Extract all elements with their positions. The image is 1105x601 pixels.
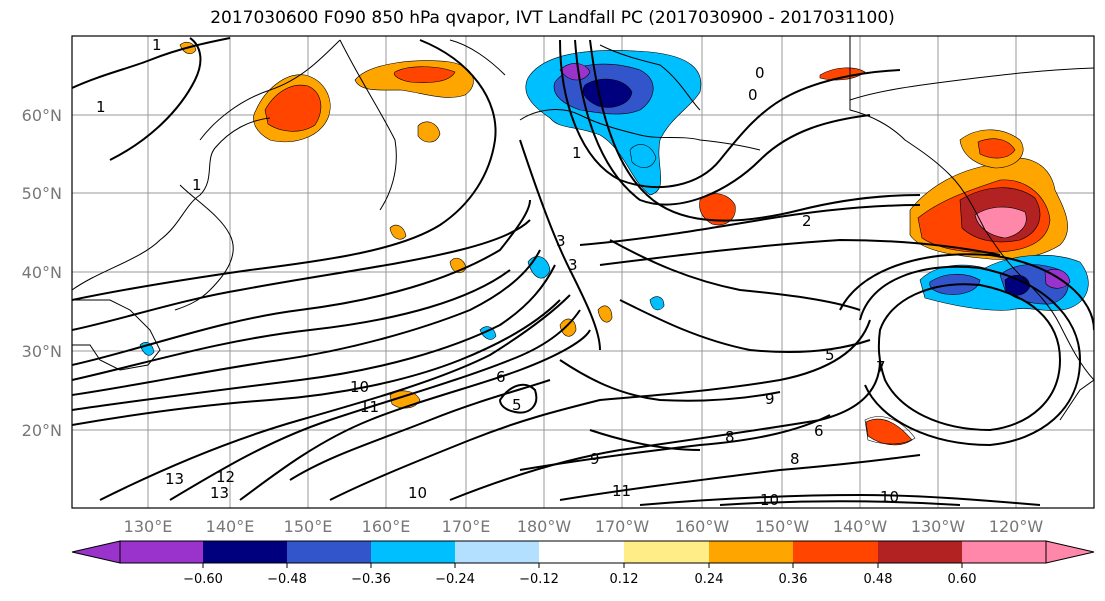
colorbar-swatch xyxy=(793,541,878,563)
contour-label: 0 xyxy=(755,64,765,82)
contour-label: 2 xyxy=(802,212,812,230)
colorbar-tick-label: 0.24 xyxy=(695,572,724,587)
contour-label: 12 xyxy=(216,468,235,486)
contour-label: 6 xyxy=(496,368,506,386)
colorbar-swatch xyxy=(709,541,793,563)
lat-label: 40°N xyxy=(22,263,62,282)
colorbar-border xyxy=(119,540,1047,564)
map-title: 2017030600 F090 850 hPa qvapor, IVT Land… xyxy=(210,8,895,28)
colorbar xyxy=(71,540,1095,568)
lon-label: 120°W xyxy=(989,517,1044,536)
colorbar-swatch xyxy=(455,541,539,563)
contour-label: 6 xyxy=(814,422,824,440)
lat-label: 50°N xyxy=(22,184,62,203)
colorbar-swatch xyxy=(120,541,203,563)
contour-label: 1 xyxy=(192,176,202,194)
contour-label: 1 xyxy=(96,98,106,116)
contour-label: 9 xyxy=(765,390,775,408)
lat-label: 20°N xyxy=(22,421,62,440)
colorbar-tick-label: −0.24 xyxy=(435,572,475,587)
lon-label: 170°E xyxy=(442,517,491,536)
colorbar-swatch xyxy=(878,541,962,563)
contour-label: 1 xyxy=(152,36,162,54)
contour-label: 5 xyxy=(825,346,835,364)
contour-label: 10 xyxy=(880,488,899,506)
colorbar-swatch xyxy=(539,541,624,563)
contour-label: 13 xyxy=(165,470,184,488)
contour-label: 1 xyxy=(572,144,582,162)
lat-label: 60°N xyxy=(22,106,62,125)
colorbar-tick-label: 0.48 xyxy=(864,572,893,587)
contour-label: 0 xyxy=(748,86,758,104)
contour-label: 5 xyxy=(512,396,522,414)
map-frame xyxy=(71,35,1095,509)
contour-label: 8 xyxy=(790,450,800,468)
coastlines xyxy=(72,36,1094,421)
contour-labels: 1 1 1 0 0 1 2 3 3 5 5 6 6 7 8 8 9 9 10 1… xyxy=(96,36,899,509)
lon-label: 140°W xyxy=(833,517,888,536)
contour-label: 11 xyxy=(360,398,379,416)
lon-label: 170°W xyxy=(595,517,650,536)
colorbar-swatch xyxy=(371,541,455,563)
colorbar-tick-labels: −0.60 −0.48 −0.36 −0.24 −0.12 0.12 0.24 … xyxy=(183,572,976,587)
latitude-labels: 60°N 50°N 40°N 30°N 20°N xyxy=(22,106,62,440)
colorbar-tick-label: 0.12 xyxy=(610,572,639,587)
colorbar-swatch xyxy=(203,541,287,563)
colorbar-swatch xyxy=(962,541,1046,563)
contour-label: 13 xyxy=(210,484,229,502)
colorbar-tick-label: 0.60 xyxy=(948,572,977,587)
lon-label: 150°E xyxy=(284,517,333,536)
lon-label: 180°W xyxy=(517,517,572,536)
colorbar-tick-label: −0.12 xyxy=(519,572,559,587)
longitude-labels: 130°E 140°E 150°E 160°E 170°E 180°W 170°… xyxy=(124,517,1044,536)
lat-label: 30°N xyxy=(22,342,62,361)
contour-label: 3 xyxy=(556,232,566,250)
colorbar-extend-high xyxy=(1045,540,1095,564)
colorbar-tick-label: 0.36 xyxy=(779,572,808,587)
contour-label: 7 xyxy=(876,358,886,376)
lon-label: 130°W xyxy=(911,517,966,536)
contour-label: 10 xyxy=(408,484,427,502)
contour-label: 8 xyxy=(725,428,735,446)
lon-label: 150°W xyxy=(755,517,810,536)
ivt-contours xyxy=(72,37,1094,506)
colorbar-swatch xyxy=(624,541,709,563)
colorbar-swatch xyxy=(287,541,371,563)
colorbar-tick-label: −0.48 xyxy=(267,572,307,587)
contour-label: 3 xyxy=(568,256,578,274)
colorbar-extend-low xyxy=(71,540,121,564)
lon-label: 130°E xyxy=(124,517,173,536)
contour-label: 10 xyxy=(350,378,369,396)
contour-label: 11 xyxy=(612,482,631,500)
colorbar-tick-label: −0.36 xyxy=(351,572,391,587)
colorbar-tick-label: −0.60 xyxy=(183,572,223,587)
lon-label: 160°E xyxy=(362,517,411,536)
lon-label: 160°W xyxy=(675,517,730,536)
contour-label: 10 xyxy=(760,491,779,509)
contour-label: 9 xyxy=(590,450,600,468)
lon-label: 140°E xyxy=(206,517,255,536)
